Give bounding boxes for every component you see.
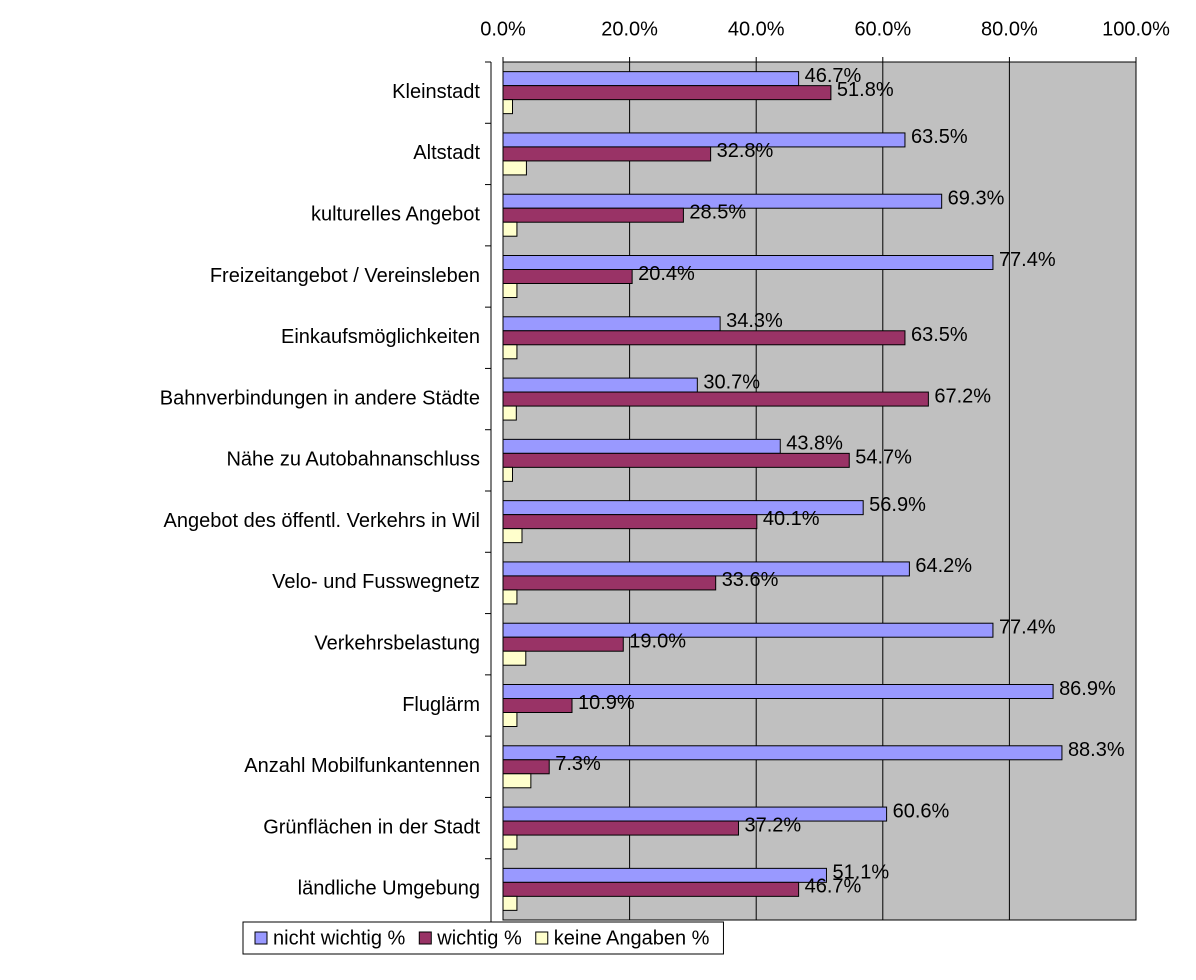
y-tick-label: Anzahl Mobilfunkantennen — [244, 755, 480, 777]
y-tick-label: Einkaufsmöglichkeiten — [281, 326, 480, 348]
bar — [502, 391, 929, 407]
bar — [502, 132, 906, 148]
x-tick-label: 80.0% — [981, 18, 1038, 40]
y-tick-label: kulturelles Angebot — [311, 203, 480, 225]
bar — [502, 759, 550, 775]
bar — [502, 255, 994, 270]
data-label: 46.7% — [805, 65, 862, 87]
bar — [502, 806, 888, 822]
data-label: 64.2% — [915, 555, 972, 577]
bar — [502, 881, 800, 897]
legend-swatch — [418, 931, 432, 945]
data-label: 19.0% — [629, 630, 686, 652]
bar — [502, 589, 518, 605]
data-label: 51.8% — [837, 79, 894, 101]
bar — [502, 283, 518, 298]
legend-label: keine Angaben % — [554, 927, 710, 949]
y-tick-label: Fluglärm — [402, 694, 480, 716]
y-tick-label: Bahnverbindungen in andere Städte — [160, 387, 480, 409]
bar — [502, 820, 739, 836]
y-tick-label: ländliche Umgebung — [298, 878, 480, 900]
data-label: 46.7% — [805, 876, 862, 898]
bar — [502, 71, 800, 87]
legend-swatch — [535, 931, 549, 945]
data-label: 20.4% — [638, 263, 695, 285]
data-label: 51.1% — [832, 862, 889, 884]
bar — [502, 575, 717, 591]
bar — [502, 466, 513, 482]
bar — [502, 377, 698, 393]
x-tick-label: 40.0% — [728, 18, 785, 40]
legend-label: nicht wichtig % — [273, 927, 405, 949]
data-label: 69.3% — [948, 187, 1005, 209]
plot-area — [502, 61, 1137, 921]
bar — [502, 316, 721, 332]
data-label: 28.5% — [689, 201, 746, 223]
bar — [502, 745, 1063, 761]
data-label: 54.7% — [855, 447, 912, 469]
y-tick-label: Nähe zu Autobahnanschluss — [226, 449, 480, 471]
data-label: 60.6% — [893, 800, 950, 822]
bar — [502, 193, 943, 209]
data-label: 67.2% — [934, 385, 991, 407]
data-label: 63.5% — [911, 126, 968, 148]
bar — [502, 344, 518, 360]
data-label: 30.7% — [703, 371, 760, 393]
bar — [502, 405, 517, 421]
legend-label: wichtig % — [436, 927, 522, 949]
bar — [502, 514, 758, 530]
y-tick-label: Grünflächen in der Stadt — [263, 816, 480, 838]
bar — [502, 561, 910, 577]
bar — [502, 146, 712, 162]
y-tick-label: Freizeitangebot / Vereinsleben — [210, 265, 480, 287]
bar — [502, 207, 684, 223]
bar — [502, 85, 832, 101]
bar — [502, 452, 850, 468]
bar — [502, 867, 827, 883]
bar — [502, 834, 518, 850]
data-label: 43.8% — [786, 433, 843, 455]
bar — [502, 698, 573, 713]
data-label: 40.1% — [763, 508, 820, 530]
data-label: 86.9% — [1059, 678, 1116, 700]
y-tick-label: Kleinstadt — [392, 81, 480, 103]
y-tick-label: Velo- und Fusswegnetz — [272, 571, 480, 593]
bar — [502, 712, 518, 727]
y-tick-label: Verkehrsbelastung — [314, 632, 480, 654]
data-label: 77.4% — [999, 249, 1056, 271]
data-label: 88.3% — [1068, 739, 1125, 761]
x-tick-label: 0.0% — [480, 18, 526, 40]
bar — [502, 636, 624, 652]
data-label: 33.6% — [722, 569, 779, 591]
bar — [502, 684, 1054, 699]
bar — [502, 99, 513, 115]
legend-swatch — [254, 931, 268, 945]
bar — [502, 528, 523, 544]
legend — [242, 921, 724, 955]
x-tick-label: 20.0% — [601, 18, 658, 40]
data-label: 32.8% — [717, 140, 774, 162]
y-tick-label: Altstadt — [413, 142, 480, 164]
y-tick-label: Angebot des öffentl. Verkehrs in Wil — [164, 510, 480, 532]
data-label: 37.2% — [744, 814, 801, 836]
bar — [502, 269, 633, 284]
data-label: 34.3% — [726, 310, 783, 332]
x-tick-label: 100.0% — [1102, 18, 1170, 40]
data-label: 77.4% — [999, 616, 1056, 638]
data-label: 56.9% — [869, 494, 926, 516]
bar — [502, 221, 518, 237]
bar — [502, 160, 527, 176]
bar — [502, 650, 527, 666]
bar — [502, 773, 532, 789]
data-label: 63.5% — [911, 324, 968, 346]
bar — [502, 438, 781, 454]
data-label: 10.9% — [578, 692, 635, 714]
x-tick-label: 60.0% — [854, 18, 911, 40]
data-label: 7.3% — [555, 753, 601, 775]
bar — [502, 330, 906, 346]
bar — [502, 622, 994, 638]
bar — [502, 895, 518, 911]
